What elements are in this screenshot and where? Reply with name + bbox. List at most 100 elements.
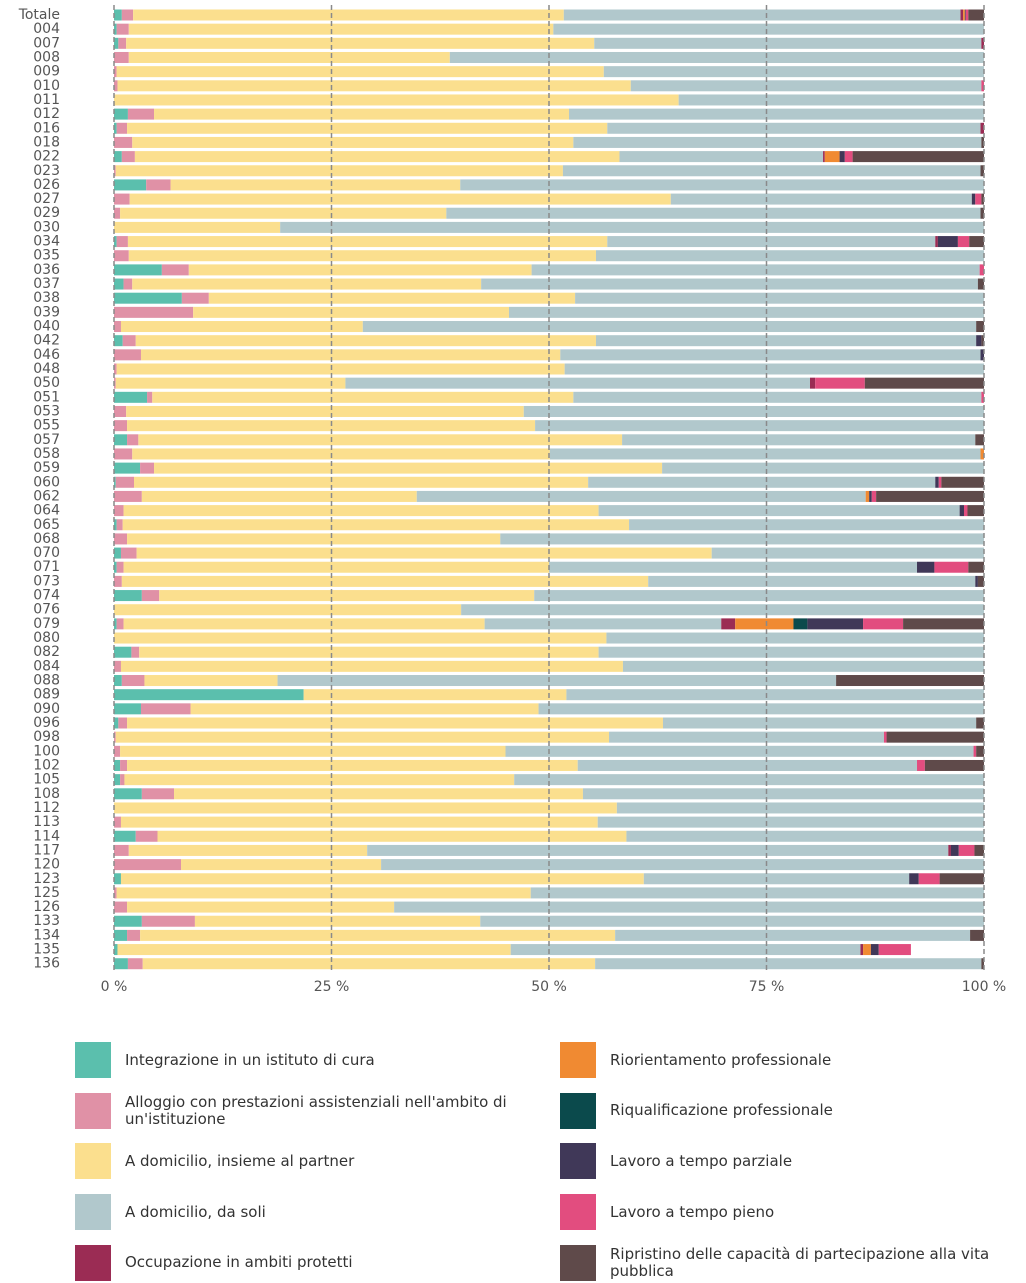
y-tick-label: 079: [33, 616, 60, 632]
y-tick-label: 026: [33, 177, 60, 193]
bar-segment: [157, 830, 627, 842]
bar-segment: [190, 703, 539, 715]
bar-segment: [381, 859, 985, 871]
bar-segment: [121, 151, 135, 163]
bar-segment: [174, 788, 583, 800]
y-tick-label: 064: [33, 503, 60, 519]
bar-segment: [980, 165, 984, 177]
bar-segment: [114, 944, 118, 956]
bar-segment: [595, 250, 984, 262]
legend-label: Lavoro a tempo parziale: [610, 1151, 793, 1170]
bar-segment: [120, 660, 623, 672]
y-tick-label: 125: [33, 885, 60, 901]
bar-segment: [573, 391, 982, 403]
bar-segment: [606, 632, 984, 644]
bar-segment: [114, 618, 117, 630]
bar-segment: [141, 490, 417, 502]
bar-segment: [852, 151, 984, 163]
bar-segment: [595, 958, 982, 970]
legend-swatch: [560, 1092, 596, 1129]
bar-segment: [114, 264, 162, 276]
bar-segment: [120, 759, 128, 771]
legend-item: Lavoro a tempo pieno: [560, 1194, 1025, 1231]
legend-label: Ripristino delle capacità di partecipazi…: [610, 1244, 990, 1280]
bar-segment: [138, 434, 623, 446]
bar-segment: [607, 236, 936, 248]
bar-segment: [122, 335, 136, 347]
bar-segment: [449, 51, 984, 63]
y-tick-label: 008: [33, 49, 60, 65]
bar-segment: [140, 462, 155, 474]
bar-segment: [116, 887, 531, 899]
bar-segment: [114, 9, 122, 21]
bar-segment: [957, 236, 970, 248]
y-tick-label: 105: [33, 772, 60, 788]
legend: Integrazione in un istituto di cura Allog…: [0, 1030, 1026, 1283]
legend-item: A domicilio, da soli: [75, 1194, 540, 1231]
y-tick-label: 038: [33, 290, 60, 306]
bar-segment: [935, 236, 938, 248]
bar-segment: [120, 774, 125, 786]
bar-segment: [964, 9, 966, 21]
bar-segment: [575, 292, 984, 304]
bar-segment: [114, 490, 142, 502]
bar-segment: [123, 278, 133, 290]
bar-segment: [135, 830, 158, 842]
y-tick-label: 135: [33, 942, 60, 958]
bar-segment: [132, 136, 574, 148]
bar-segment: [549, 448, 981, 460]
bar-segment: [194, 915, 481, 927]
bar-segment: [973, 745, 977, 757]
y-tick-label: 117: [33, 842, 60, 858]
bar-segment: [114, 816, 121, 828]
bar-segment: [869, 490, 872, 502]
bar-segment: [863, 618, 904, 630]
legend-item: Integrazione in un istituto di cura: [75, 1042, 540, 1078]
bar-segment: [114, 306, 194, 318]
bar-segment: [116, 561, 124, 573]
bar-segment: [968, 561, 984, 573]
bar-segment: [114, 221, 281, 233]
bar-segment: [303, 689, 567, 701]
bar-segment: [976, 717, 984, 729]
bar-segment: [114, 94, 679, 106]
x-tick-label: 50 %: [531, 979, 567, 995]
bar-segment: [136, 547, 712, 559]
bar-segment: [114, 80, 118, 92]
bar-segment: [280, 221, 984, 233]
bar-segment: [924, 759, 984, 771]
bar-segment: [139, 646, 599, 658]
bar-segment: [114, 547, 121, 559]
legend-swatch: [75, 1244, 111, 1281]
bar-segment: [960, 9, 964, 21]
bar-segment: [807, 618, 864, 630]
bar-segment: [123, 561, 549, 573]
bar-segment: [114, 689, 304, 701]
bar-segment: [562, 165, 981, 177]
bar-segment: [114, 66, 117, 78]
bar-segment: [127, 929, 141, 941]
legend-swatch: [560, 1244, 596, 1281]
y-tick-label: 096: [33, 715, 60, 731]
bar-segment: [588, 476, 936, 488]
bar-segment: [878, 944, 911, 956]
bar-segment: [860, 944, 864, 956]
bar-segment: [114, 122, 117, 134]
bar-segment: [127, 108, 155, 120]
x-tick-label: 0 %: [101, 979, 128, 995]
bar-segment: [959, 505, 964, 517]
bar-segment: [127, 122, 608, 134]
bar-segment: [979, 264, 984, 276]
bar-segment: [948, 844, 951, 856]
bar-segment: [123, 618, 485, 630]
bar-segment: [941, 476, 984, 488]
bar-segment: [140, 703, 191, 715]
bar-segment: [126, 37, 595, 49]
bar-segment: [118, 717, 128, 729]
bar-segment: [958, 844, 975, 856]
bar-segment: [510, 944, 861, 956]
bar-segment: [965, 9, 969, 21]
bar-segment: [963, 9, 965, 21]
bar-segment: [114, 590, 142, 602]
bar-segment: [976, 321, 984, 333]
